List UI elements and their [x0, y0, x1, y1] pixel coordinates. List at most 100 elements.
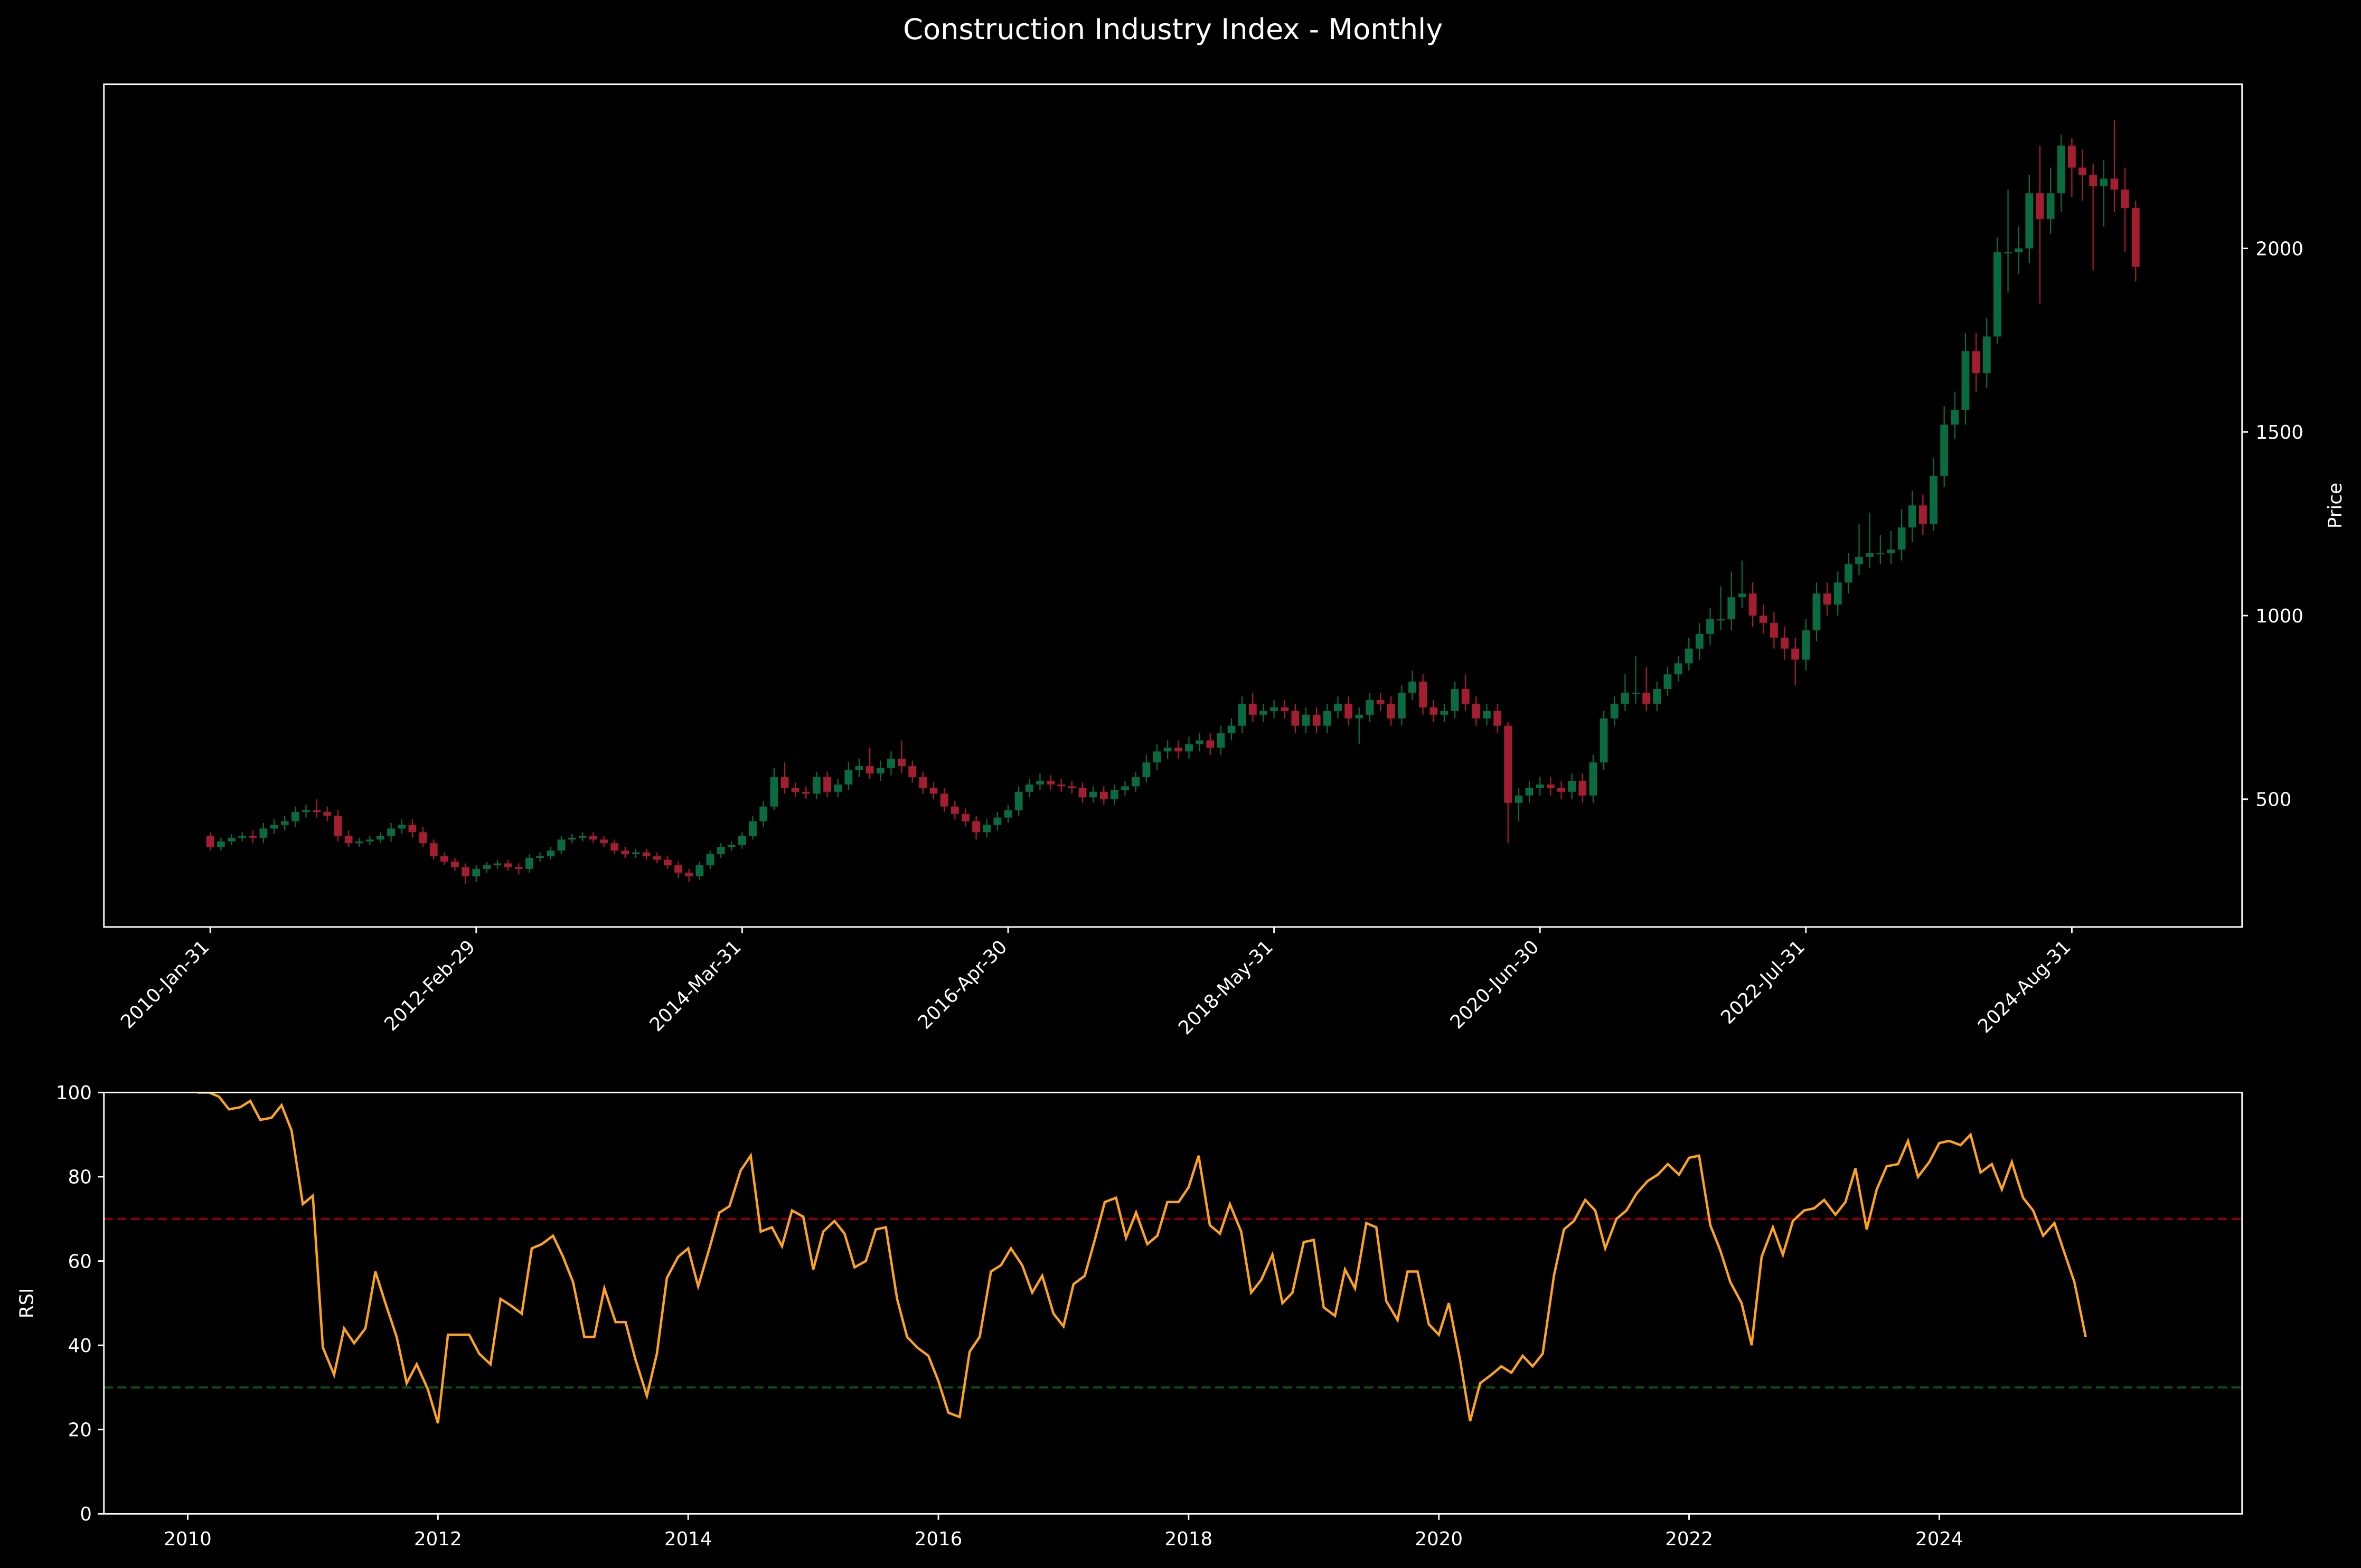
candle-body: [1132, 777, 1140, 787]
candle-body: [451, 861, 459, 867]
candle-body: [908, 766, 917, 778]
candle-body: [1185, 744, 1193, 752]
candle-body: [812, 777, 821, 794]
candle-body: [408, 825, 417, 833]
candle-body: [1440, 711, 1448, 715]
candle-body: [1568, 780, 1576, 792]
candle-body: [685, 872, 693, 876]
candle-body: [1025, 784, 1033, 792]
candle-body: [1759, 615, 1767, 623]
y-tick-label: 500: [2255, 789, 2291, 811]
candle-body: [1248, 703, 1257, 715]
candle-body: [472, 868, 481, 876]
candle-body: [313, 810, 321, 813]
y-tick-label: 100: [56, 1082, 92, 1104]
candle-body: [1014, 791, 1023, 810]
candle-body: [514, 867, 523, 869]
candle-body: [951, 806, 959, 814]
candle-body: [504, 863, 512, 867]
candle-body: [1642, 693, 1651, 704]
candle-body: [866, 766, 874, 774]
candle-body: [1196, 740, 1204, 744]
x-tick-label: 2016: [915, 1528, 963, 1550]
candle-body: [600, 839, 608, 844]
candle-body: [1217, 733, 1225, 748]
x-tick-label: 2014: [664, 1528, 712, 1550]
candle-body: [632, 852, 640, 855]
candle-body: [2015, 248, 2023, 252]
candle-body: [1866, 553, 1874, 557]
candle-body: [706, 854, 714, 865]
plot-frame: [103, 1091, 2243, 1515]
candle-body: [1504, 725, 1512, 803]
candle-body: [589, 836, 597, 840]
candle-body: [919, 777, 927, 788]
candle-body: [962, 814, 970, 821]
candle-body: [259, 828, 268, 838]
candle-body: [1738, 593, 1746, 598]
candle-body: [1493, 711, 1502, 726]
candle-body: [1706, 619, 1714, 634]
candle-body: [1589, 762, 1597, 796]
candle-body: [940, 794, 948, 807]
rsi-line: [197, 1092, 2087, 1424]
candle-body: [578, 836, 587, 838]
candle-body: [547, 851, 555, 856]
candle-body: [844, 770, 853, 785]
candle-body: [1621, 693, 1629, 704]
candle-body: [1312, 714, 1321, 726]
candle-body: [1951, 410, 1959, 425]
candle-body: [780, 777, 789, 788]
candle-body: [1111, 790, 1118, 799]
candle-body: [1546, 784, 1555, 788]
candle-body: [1472, 703, 1480, 719]
candle-body: [1163, 748, 1172, 752]
candle-body: [1536, 784, 1544, 788]
candle-body: [1897, 527, 1906, 550]
candle-body: [727, 845, 736, 847]
candle-body: [206, 836, 214, 847]
candle-body: [398, 825, 406, 829]
candle-body: [377, 836, 384, 840]
y-tick-label: 60: [68, 1251, 92, 1272]
candle-body: [2078, 167, 2086, 175]
candle-body: [1685, 648, 1693, 664]
y-tick-label: 40: [68, 1335, 92, 1357]
candle-body: [1281, 707, 1289, 711]
candle-body: [2089, 175, 2097, 186]
candle-body: [1238, 703, 1246, 726]
candle-body: [1674, 663, 1682, 675]
x-tick-label: 2010: [164, 1528, 212, 1550]
y-tick-label: 80: [68, 1167, 92, 1188]
candle-body: [759, 806, 768, 821]
candle-body: [663, 859, 672, 865]
candle-body: [1930, 476, 1937, 524]
candle-body: [1323, 711, 1331, 726]
candle-body: [387, 828, 396, 836]
candle-body: [1259, 711, 1267, 715]
candle-body: [1982, 336, 1991, 373]
candle-body: [483, 865, 491, 869]
candle-body: [429, 843, 438, 856]
candle-body: [1419, 682, 1427, 707]
candle-body: [1610, 703, 1619, 719]
candle-body: [887, 759, 895, 768]
candle-body: [1174, 748, 1182, 752]
candle-body: [2110, 178, 2119, 190]
candle-body: [217, 841, 225, 847]
x-tick-label: 2012: [414, 1528, 462, 1550]
candle-body: [642, 852, 651, 856]
candle-body: [568, 837, 576, 840]
candle-body: [1727, 597, 1736, 619]
candle-body: [1408, 682, 1416, 693]
candle-body: [419, 832, 427, 844]
candle-body: [1078, 788, 1087, 798]
x-tick-label: 2022: [1665, 1528, 1713, 1550]
candle-body: [791, 788, 799, 792]
candle-body: [1844, 564, 1852, 583]
candle-body: [1206, 740, 1215, 748]
candle-body: [1781, 637, 1789, 649]
candle-body: [2131, 207, 2140, 267]
candle-body: [1748, 593, 1757, 616]
